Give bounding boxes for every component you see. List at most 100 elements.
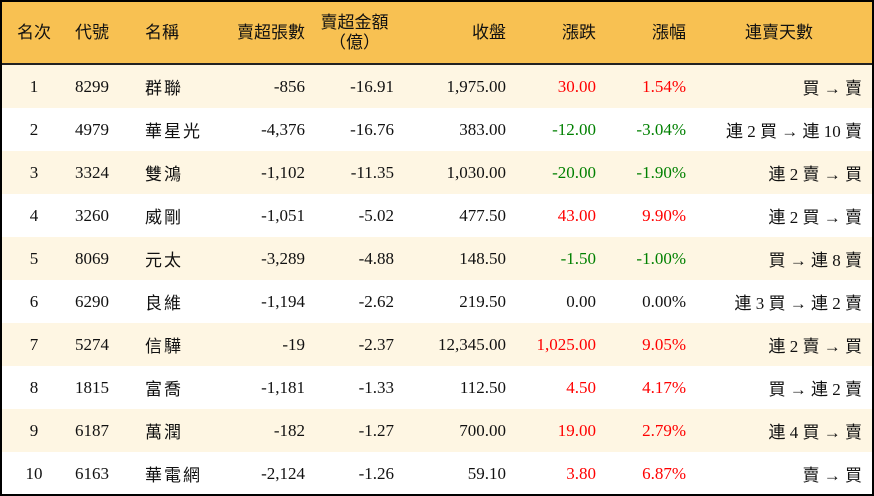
cell-streak: 連 2 賣 → 買 [686,151,872,194]
cell-change: -20.00 [506,151,596,194]
cell-name: 華星光 [145,122,202,141]
cell-close: 112.50 [459,377,506,397]
cell-close: 477.50 [459,205,506,225]
cell-close: 12,345.00 [394,323,506,366]
cell-code: 8299 [66,64,136,108]
cell-rank: 3 [2,151,66,194]
cell-amount: -16.91 [305,64,394,108]
cell-close: 700.00 [394,409,506,452]
cell-code: 3324 [66,151,136,194]
cell-pct: 0.00% [642,291,686,311]
cell-streak: 買 → 連 8 賣 [686,237,872,280]
cell-amount: -2.37 [305,323,394,366]
cell-shares: -1,181 [261,377,305,397]
cell-change: -12.00 [552,119,596,139]
cell-shares: -856 [206,64,305,108]
cell-code: 6163 [75,463,109,483]
cell-rank: 9 [2,409,66,452]
cell-streak: 買 → 連 2 賣 [768,380,863,399]
table-row: 8 1815 富喬 -1,181 -1.33 112.50 4.50 4.17% 買 → 連 2… [2,366,872,409]
cell-amount: -1.27 [305,409,394,452]
cell-amount: -1.26 [358,463,394,483]
table-row: 7 5274 信驊 -19 -2.37 12,345.00 1,025.00 9.05% 連 2… [2,323,872,366]
header-name: 名稱 [136,2,206,65]
cell-shares: -1,194 [261,291,305,311]
cell-amount: -2.62 [358,291,394,311]
header-close: 收盤 [394,2,506,65]
cell-rank: 8 [29,377,39,397]
cell-amount: -4.88 [305,237,394,280]
cell-streak: 連 2 買 → 賣 [768,208,863,227]
table-row: 5 8069 元太 -3,289 -4.88 148.50 -1.50 -1.00% 買 → 連… [2,237,872,280]
header-rank: 名次 [2,2,66,65]
cell-change: 30.00 [506,64,596,108]
header-pct: 漲幅 [596,2,686,65]
cell-pct: 6.87% [642,463,686,483]
cell-change: 19.00 [506,409,596,452]
cell-pct: -1.90% [596,151,686,194]
cell-shares: -19 [206,323,305,366]
cell-close: 1,975.00 [394,64,506,108]
cell-change: 3.80 [566,463,596,483]
cell-code: 1815 [75,377,109,397]
cell-code: 8069 [66,237,136,280]
cell-rank: 10 [25,463,43,483]
cell-close: 148.50 [394,237,506,280]
cell-rank: 2 [29,119,39,139]
cell-pct: 1.54% [596,64,686,108]
cell-code: 3260 [75,205,109,225]
cell-shares: -3,289 [206,237,305,280]
cell-streak: 連 2 買 → 連 10 賣 [726,122,862,141]
header-streak: 連賣天數 [686,2,872,65]
header-change: 漲跌 [506,2,596,65]
cell-code: 4979 [75,119,109,139]
table-row: 9 6187 萬潤 -182 -1.27 700.00 19.00 2.79% 連 4 買 → … [2,409,872,452]
cell-change: 43.00 [557,205,596,225]
cell-name: 群聯 [136,64,206,108]
cell-code: 5274 [66,323,136,366]
table-row: 3 3324 雙鴻 -1,102 -11.35 1,030.00 -20.00 -1.90% 連… [2,151,872,194]
cell-amount: -1.33 [358,377,394,397]
cell-pct: -1.00% [596,237,686,280]
cell-rank: 7 [2,323,66,366]
header-code: 代號 [66,2,136,65]
cell-name: 萬潤 [136,409,206,452]
cell-name: 元太 [136,237,206,280]
table-row: 4 3260 威剛 -1,051 -5.02 477.50 43.00 9.90% 連 2 買 … [2,194,872,237]
cell-shares: -182 [206,409,305,452]
cell-name: 良維 [145,294,183,313]
cell-code: 6290 [75,291,109,311]
table-row: 10 6163 華電網 -2,124 -1.26 59.10 3.80 6.87% 賣 → 買 [2,452,872,495]
cell-pct: -3.04% [636,119,686,139]
cell-name: 信驊 [136,323,206,366]
header-shares: 賣超張數 [206,2,305,65]
cell-amount: -11.35 [305,151,394,194]
cell-pct: 9.90% [642,205,686,225]
cell-rank: 1 [2,64,66,108]
table-row: 1 8299 群聯 -856 -16.91 1,975.00 30.00 1.54% 買 → 賣 [2,64,872,108]
cell-pct: 4.17% [642,377,686,397]
cell-pct: 9.05% [596,323,686,366]
cell-pct: 2.79% [596,409,686,452]
cell-amount: -5.02 [358,205,394,225]
cell-change: -1.50 [506,237,596,280]
cell-streak: 連 3 買 → 連 2 賣 [734,294,863,313]
header-amount: 賣超金額 （億） [305,2,394,65]
cell-name: 雙鴻 [136,151,206,194]
cell-code: 6187 [66,409,136,452]
cell-close: 59.10 [467,463,506,483]
cell-rank: 6 [29,291,39,311]
cell-shares: -4,376 [261,119,305,139]
cell-close: 219.50 [459,291,506,311]
cell-amount: -16.76 [350,119,394,139]
cell-streak: 連 4 買 → 賣 [686,409,872,452]
cell-rank: 4 [29,205,39,225]
cell-name: 威剛 [145,208,183,227]
cell-shares: -1,051 [261,205,305,225]
cell-shares: -1,102 [206,151,305,194]
table-row: 6 6290 良維 -1,194 -2.62 219.50 0.00 0.00% 連 3 買 →… [2,280,872,323]
cell-name: 富喬 [145,380,183,399]
cell-streak: 連 2 賣 → 買 [686,323,872,366]
cell-close: 383.00 [459,119,506,139]
